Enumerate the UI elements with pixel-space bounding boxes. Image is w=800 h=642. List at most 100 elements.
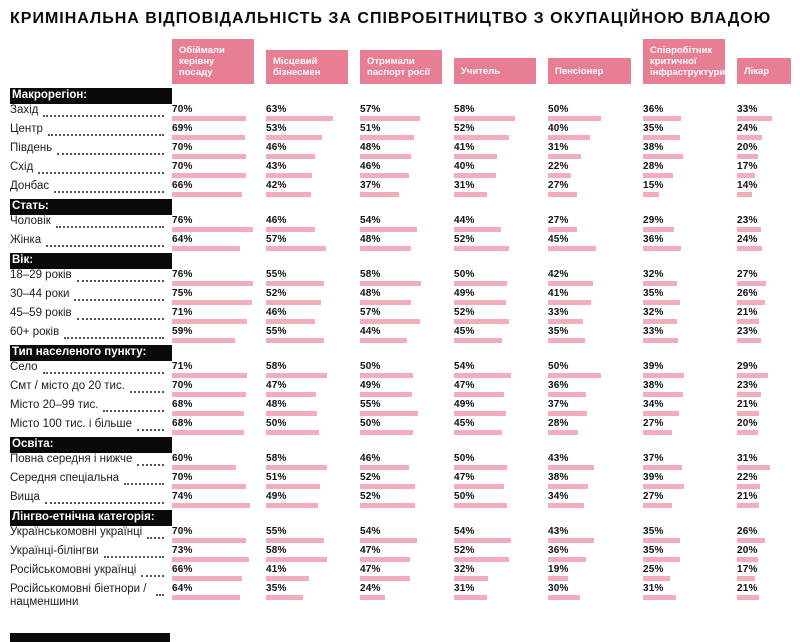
infographic-page: КРИМІНАЛЬНА ВІДПОВІДАЛЬНІСТЬ ЗА СПІВРОБІ…: [0, 10, 800, 642]
value-cell: 17%: [737, 161, 794, 178]
value-cell: 48%: [360, 288, 454, 305]
dotted-leader: [129, 380, 164, 393]
value-percent: 38%: [643, 380, 664, 391]
value-bar: [737, 246, 763, 251]
column-header-label: Лікар: [744, 65, 770, 77]
value-bar: [266, 373, 328, 378]
value-cell: 29%: [737, 361, 794, 378]
value-bar: [643, 173, 673, 178]
value-bar: [172, 338, 235, 343]
value-bar: [454, 576, 488, 581]
value-bar: [360, 373, 413, 378]
value-cell: 52%: [454, 234, 548, 251]
value-cell: 24%: [737, 123, 794, 140]
value-percent: 50%: [548, 361, 569, 372]
value-bar: [360, 538, 418, 543]
value-percent: 71%: [172, 361, 193, 372]
value-bar: [172, 576, 242, 581]
value-cell: 70%: [172, 526, 266, 543]
value-bar: [643, 373, 685, 378]
value-cell: 49%: [454, 288, 548, 305]
value-cell: 42%: [548, 269, 643, 286]
value-percent: 38%: [548, 472, 569, 483]
value-bar: [172, 227, 253, 232]
row-label-text: Центр: [10, 123, 43, 135]
value-cell: 21%: [737, 399, 794, 416]
value-percent: 53%: [266, 123, 287, 134]
value-cell: 54%: [360, 526, 454, 543]
value-percent: 66%: [172, 564, 193, 575]
section: Вік: 18–29 років 76% 55% 58% 50% 42% 32% 27% 30–4…: [0, 253, 800, 345]
value-percent: 71%: [172, 307, 193, 318]
value-percent: 33%: [548, 307, 569, 318]
value-cell: 31%: [737, 453, 794, 470]
value-bar: [454, 319, 510, 324]
value-bar: [548, 392, 587, 397]
value-cell: 50%: [454, 453, 548, 470]
data-row: 30–44 роки 75% 52% 48% 49% 41% 35% 26%: [0, 288, 800, 307]
value-cell: 35%: [643, 288, 737, 305]
value-cell: 26%: [737, 288, 794, 305]
value-bar: [643, 300, 681, 305]
value-bar: [172, 319, 248, 324]
value-cell: 34%: [643, 399, 737, 416]
value-bar: [360, 154, 411, 159]
value-bar: [172, 411, 245, 416]
row-label-text: Південь: [10, 142, 53, 154]
value-percent: 31%: [643, 583, 664, 594]
value-cell: 70%: [172, 472, 266, 489]
dotted-leader: [55, 215, 164, 228]
value-bar: [172, 154, 247, 159]
value-cell: 58%: [360, 269, 454, 286]
value-cell: 60%: [172, 453, 266, 470]
data-row: Смт / місто до 20 тис. 70% 47% 49% 47% 36% 38%…: [0, 380, 800, 399]
row-label: Жінка: [10, 234, 172, 247]
value-bar: [737, 392, 762, 397]
value-percent: 39%: [643, 472, 664, 483]
value-cell: 44%: [454, 215, 548, 232]
value-cell: 52%: [360, 472, 454, 489]
value-bar: [643, 411, 680, 416]
value-percent: 48%: [360, 288, 381, 299]
value-cell: 20%: [737, 418, 794, 435]
value-bar: [454, 246, 510, 251]
value-percent: 70%: [172, 161, 193, 172]
value-cell: 58%: [266, 453, 360, 470]
value-bar: [454, 430, 502, 435]
value-percent: 52%: [266, 288, 287, 299]
value-cell: 52%: [266, 288, 360, 305]
value-cell: 41%: [454, 142, 548, 159]
value-percent: 34%: [643, 399, 664, 410]
value-cell: 55%: [360, 399, 454, 416]
value-cell: 36%: [548, 545, 643, 562]
value-cell: 20%: [737, 142, 794, 159]
dotted-leader: [47, 123, 164, 136]
value-bar: [548, 116, 601, 121]
value-bar: [454, 557, 510, 562]
value-percent: 47%: [360, 564, 381, 575]
value-cell: 71%: [172, 307, 266, 324]
value-percent: 70%: [172, 142, 193, 153]
value-cell: 63%: [266, 104, 360, 121]
value-percent: 22%: [737, 472, 758, 483]
value-cell: 57%: [360, 307, 454, 324]
value-percent: 58%: [266, 361, 287, 372]
value-percent: 47%: [360, 545, 381, 556]
value-percent: 55%: [360, 399, 381, 410]
value-percent: 48%: [266, 399, 287, 410]
data-row: Українськомовні українці 70% 55% 54% 54% 43% 3…: [0, 526, 800, 545]
value-percent: 44%: [454, 215, 475, 226]
value-percent: 31%: [548, 142, 569, 153]
row-label: Центр: [10, 123, 172, 136]
value-cell: 48%: [360, 234, 454, 251]
row-label: Місто 20–99 тис.: [10, 399, 172, 412]
value-bar: [548, 135, 591, 140]
row-label-text: Повна середня і нижче: [10, 453, 133, 465]
value-cell: 76%: [172, 215, 266, 232]
value-cell: 47%: [454, 472, 548, 489]
value-cell: 36%: [643, 104, 737, 121]
value-percent: 73%: [172, 545, 193, 556]
value-cell: 46%: [360, 453, 454, 470]
section-header-row: Вік:: [0, 253, 800, 269]
value-cell: 49%: [360, 380, 454, 397]
